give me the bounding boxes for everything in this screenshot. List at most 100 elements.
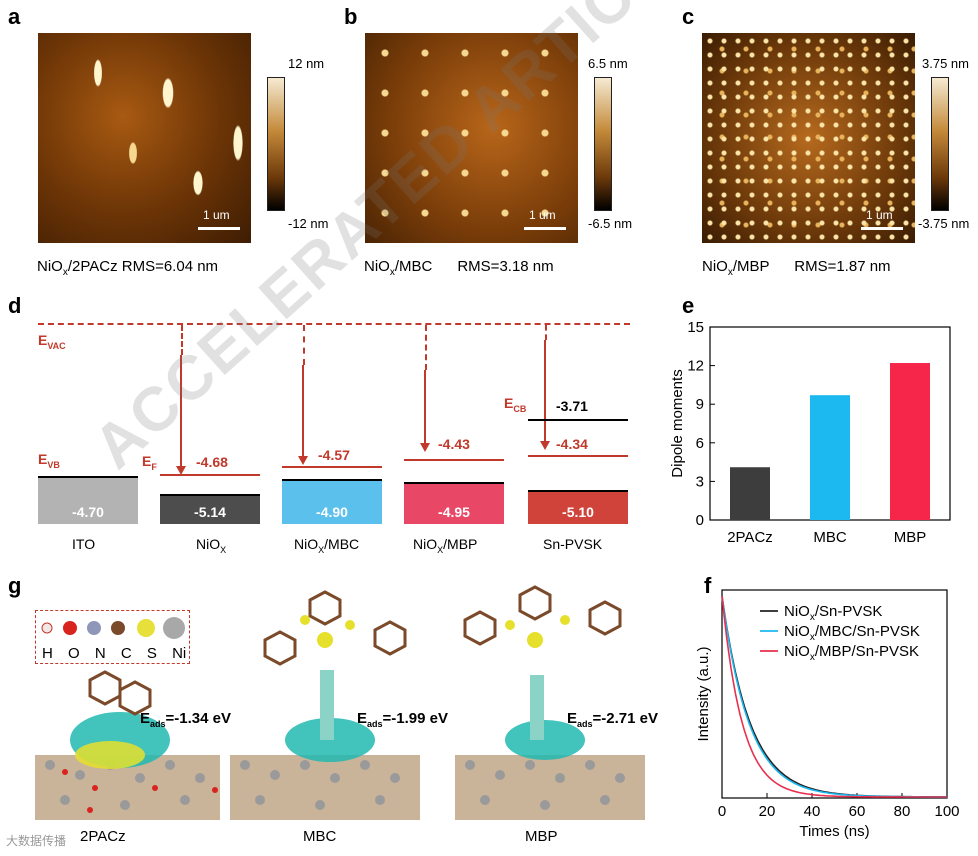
- nio-label: NiOX: [196, 536, 227, 555]
- colorbar-a-min: -12 nm: [288, 216, 329, 231]
- panel-label-a: a: [8, 4, 21, 29]
- bar-mbp: [890, 363, 930, 520]
- mbc-ef-line: [282, 466, 382, 468]
- pvsk-label: Sn-PVSK: [543, 536, 603, 552]
- eads-mbc: Eads=-1.99 eV: [357, 710, 448, 729]
- pvsk-dash: [545, 325, 547, 340]
- pvsk-cb-line: [528, 419, 628, 421]
- pvsk-arrowhead: [540, 441, 550, 450]
- x-tick-label: MBC: [813, 529, 847, 546]
- mbp-vb-line: [404, 482, 504, 484]
- o-atom-icon: [63, 621, 77, 635]
- panel-label-c: c: [682, 4, 695, 29]
- x-axis-label: Times (ns): [799, 823, 869, 840]
- afm-caption-a: NiOx/2PACz RMS=6.04 nm: [37, 258, 219, 278]
- y-axis-label: Intensity (a.u.): [695, 646, 712, 741]
- c-atom-icon: [111, 621, 125, 635]
- mbp-ef-line: [404, 459, 504, 461]
- afm-image-mbc: [365, 33, 578, 243]
- mbc-vb-line: [282, 479, 382, 481]
- evac-label: EVAC: [38, 332, 66, 351]
- structure-label-mbc: MBC: [303, 828, 337, 845]
- colorbar-b: [594, 77, 612, 211]
- mbc-bar: -4.90: [282, 481, 382, 524]
- pvsk-vb-line: [528, 490, 628, 492]
- mbp-label: NiOX/MBP: [413, 536, 478, 555]
- mbc-arrowhead: [298, 456, 308, 465]
- s-atom-icon: [137, 619, 155, 637]
- colorbar-b-max: 6.5 nm: [588, 56, 628, 71]
- source-mark: 大数据传播: [6, 834, 67, 848]
- ito-bar: -4.70: [38, 478, 138, 524]
- vacuum-level-line: [38, 323, 630, 325]
- bar-2pacz: [730, 467, 770, 520]
- decay-chart: 0 20 40 60 80 100 NiOx/Sn-PVSKNiOx/MBC/Sn-PVSK…: [695, 589, 960, 840]
- x-tick-label: 0: [718, 803, 726, 820]
- colorbar-a: [267, 77, 285, 211]
- panel-label-d: d: [8, 293, 22, 318]
- panel-label-b: b: [344, 4, 358, 29]
- mbp-arrowhead: [420, 443, 430, 452]
- colorbar-a-max: 12 nm: [288, 56, 325, 71]
- afm-caption-c: NiOx/MBP RMS=1.87 nm: [702, 258, 891, 278]
- pvsk-ef-line: [528, 455, 628, 457]
- x-tick-label: 80: [894, 803, 911, 820]
- y-axis-label: Dipole moments: [669, 369, 686, 477]
- x-tick-label: 40: [804, 803, 821, 820]
- legend-label-0: NiOx/Sn-PVSK: [784, 603, 882, 623]
- colorbar-b-min: -6.5 nm: [588, 216, 633, 231]
- mbc-dash: [303, 325, 305, 365]
- mbp-dash: [425, 325, 427, 370]
- evb-label: EVB: [38, 451, 60, 470]
- mbc-ef-value: -4.57: [318, 447, 350, 463]
- panel-label-g: g: [8, 573, 22, 598]
- afm-caption-b: NiOx/MBC RMS=3.18 nm: [364, 258, 554, 278]
- structure-label-2pacz: 2PACz: [80, 828, 126, 845]
- nio-bar: -5.14: [160, 496, 260, 524]
- nio-vb-line: [160, 494, 260, 496]
- h-atom-icon: [41, 622, 53, 634]
- panel-label-f: f: [704, 573, 712, 598]
- panel-label-e: e: [682, 293, 695, 318]
- y-tick-label: 0: [696, 512, 704, 529]
- atom-legend-labels: H O N C S Ni: [42, 645, 187, 662]
- nio-ef-line: [160, 474, 260, 476]
- mbp-bar: -4.95: [404, 484, 504, 524]
- legend-label-2: NiOx/MBP/Sn-PVSK: [784, 643, 919, 663]
- structure-2pacz: [35, 670, 220, 820]
- structure-mbp: [455, 585, 645, 820]
- nio-arrow: [180, 355, 182, 467]
- pvsk-ef-value: -4.34: [556, 436, 588, 452]
- y-tick-label: 12: [687, 358, 704, 375]
- ito-vb-line: [38, 476, 138, 478]
- bar-mbc: [810, 395, 850, 520]
- mbp-ef-value: -4.43: [438, 436, 470, 452]
- decay-line-2: [721, 595, 947, 798]
- pvsk-arrow: [544, 340, 546, 442]
- mbc-label: NiOX/MBC: [294, 536, 360, 555]
- scale-bar-b: 1 um: [524, 208, 566, 230]
- ito-label: ITO: [72, 536, 96, 552]
- eads-mbp: Eads=-2.71 eV: [567, 710, 658, 729]
- ni-atom-icon: [163, 617, 185, 639]
- nio-ef-value: -4.68: [196, 454, 228, 470]
- legend-label-1: NiOx/MBC/Sn-PVSK: [784, 623, 920, 643]
- nio-arrowhead: [176, 466, 186, 475]
- scale-bar-a: 1 um: [198, 208, 240, 230]
- mbc-arrow: [302, 365, 304, 457]
- structure-mbc: [230, 590, 420, 820]
- x-tick-label: 2PACz: [727, 529, 773, 546]
- y-tick-label: 15: [687, 319, 704, 336]
- ecb-label: ECB: [504, 395, 527, 414]
- atom-legend: [35, 610, 190, 664]
- nio-dash: [181, 325, 183, 355]
- colorbar-c: [931, 77, 949, 211]
- colorbar-c-min: -3.75 nm: [918, 216, 970, 231]
- pvsk-bar: -5.10: [528, 492, 628, 524]
- y-tick-label: 6: [696, 435, 704, 452]
- dipole-chart: 0 3 6 9 12 15 2PACz MBC MBP Dipole moments: [669, 319, 951, 546]
- scale-bar-c: 1 um: [861, 208, 903, 230]
- y-tick-label: 9: [696, 396, 704, 413]
- x-tick-label: 100: [934, 803, 959, 820]
- n-atom-icon: [87, 621, 101, 635]
